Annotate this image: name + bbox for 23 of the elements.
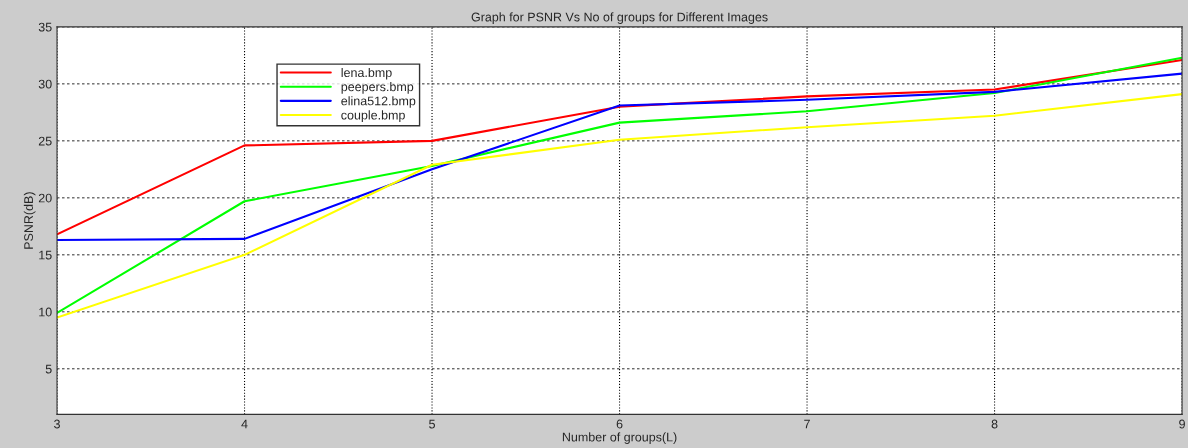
x-tick-label: 3 xyxy=(54,419,60,429)
legend-label: elina512.bmp xyxy=(341,96,416,108)
line-series xyxy=(57,93,1183,319)
y-tick-label: 10 xyxy=(39,307,52,317)
x-tick-label: 5 xyxy=(429,419,435,429)
x-axis-title: Number of groups(L) xyxy=(562,432,677,444)
legend-label: peepers.bmp xyxy=(341,82,414,94)
x-tick-label: 8 xyxy=(991,419,998,429)
x-tick-label: 4 xyxy=(241,419,248,429)
x-tick-label: 6 xyxy=(616,419,623,429)
chart-title: Graph for PSNR Vs No of groups for Different Images xyxy=(471,12,768,24)
legend-label: couple.bmp xyxy=(341,110,405,122)
x-tick-label: 7 xyxy=(804,419,810,429)
y-tick-label: 15 xyxy=(39,250,52,260)
x-tick-label: 9 xyxy=(1179,419,1185,429)
line-series xyxy=(57,56,1183,314)
y-tick-label: 35 xyxy=(38,22,52,32)
y-tick-label: 5 xyxy=(45,364,52,374)
y-axis-title: PSNR(dB) xyxy=(23,192,36,249)
y-tick-label: 25 xyxy=(38,136,52,146)
y-tick-label: 20 xyxy=(38,193,52,203)
y-tick-label: 30 xyxy=(38,79,52,89)
legend-label: lena.bmp xyxy=(341,67,392,80)
